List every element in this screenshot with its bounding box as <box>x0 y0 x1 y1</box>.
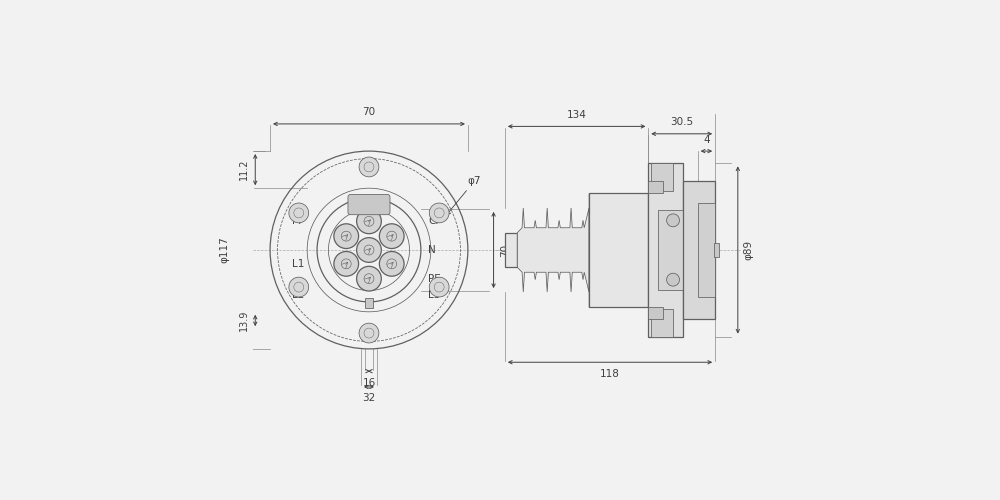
Text: L1: L1 <box>292 259 305 269</box>
Bar <box>714 242 719 258</box>
Bar <box>683 181 715 319</box>
Text: 11.2: 11.2 <box>239 159 249 180</box>
Bar <box>658 210 685 290</box>
Text: L2: L2 <box>292 290 305 300</box>
Circle shape <box>334 224 359 248</box>
Text: φ7: φ7 <box>446 176 481 215</box>
Circle shape <box>379 252 404 276</box>
Bar <box>648 307 663 319</box>
Text: 118: 118 <box>600 368 620 378</box>
Circle shape <box>429 277 449 297</box>
Circle shape <box>667 273 679 286</box>
Text: 13.9: 13.9 <box>239 310 249 331</box>
Bar <box>648 181 663 193</box>
Text: L3: L3 <box>428 290 441 300</box>
Text: PP: PP <box>292 216 305 226</box>
Circle shape <box>359 157 379 177</box>
FancyBboxPatch shape <box>348 194 390 214</box>
Text: 32: 32 <box>362 394 376 404</box>
Circle shape <box>357 238 381 262</box>
Circle shape <box>359 323 379 343</box>
Circle shape <box>357 209 381 234</box>
Text: CP: CP <box>428 216 442 226</box>
Text: N: N <box>428 245 436 255</box>
Circle shape <box>357 266 381 291</box>
Bar <box>651 310 673 336</box>
Circle shape <box>289 277 309 297</box>
Bar <box>505 232 517 268</box>
Circle shape <box>667 214 679 227</box>
Text: 134: 134 <box>567 110 587 120</box>
Bar <box>651 164 673 190</box>
Circle shape <box>352 198 368 213</box>
Text: 30.5: 30.5 <box>670 118 693 128</box>
Text: 70: 70 <box>362 108 376 118</box>
Bar <box>589 193 648 307</box>
Bar <box>365 298 373 308</box>
Text: 70: 70 <box>500 244 510 256</box>
Circle shape <box>289 203 309 223</box>
Text: PE: PE <box>428 274 441 283</box>
Text: 4: 4 <box>703 134 710 144</box>
Text: φ89: φ89 <box>744 240 754 260</box>
Circle shape <box>429 203 449 223</box>
Polygon shape <box>517 208 589 292</box>
Circle shape <box>334 252 359 276</box>
Bar <box>648 164 683 336</box>
Text: 16: 16 <box>362 378 376 388</box>
Bar <box>698 203 715 297</box>
Text: φ117: φ117 <box>219 236 229 264</box>
Circle shape <box>370 198 385 213</box>
Circle shape <box>379 224 404 248</box>
